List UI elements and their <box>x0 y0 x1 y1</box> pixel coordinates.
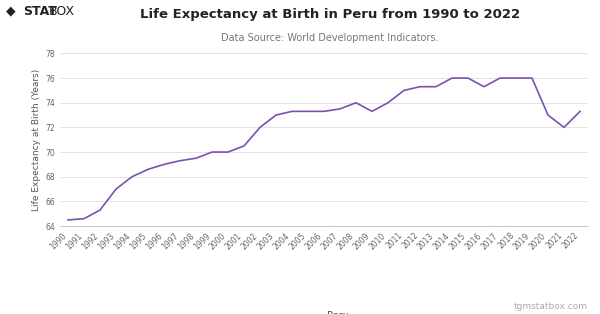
Text: STAT: STAT <box>23 5 56 18</box>
Text: Data Source: World Development Indicators.: Data Source: World Development Indicator… <box>221 33 439 43</box>
Text: BOX: BOX <box>49 5 76 18</box>
Text: ◆: ◆ <box>6 5 20 18</box>
Y-axis label: Life Expectancy at Birth (Years): Life Expectancy at Birth (Years) <box>32 68 41 211</box>
Text: Life Expectancy at Birth in Peru from 1990 to 2022: Life Expectancy at Birth in Peru from 19… <box>140 8 520 21</box>
Text: tgmstatbox.com: tgmstatbox.com <box>514 302 588 311</box>
Legend: Peru: Peru <box>296 307 352 314</box>
